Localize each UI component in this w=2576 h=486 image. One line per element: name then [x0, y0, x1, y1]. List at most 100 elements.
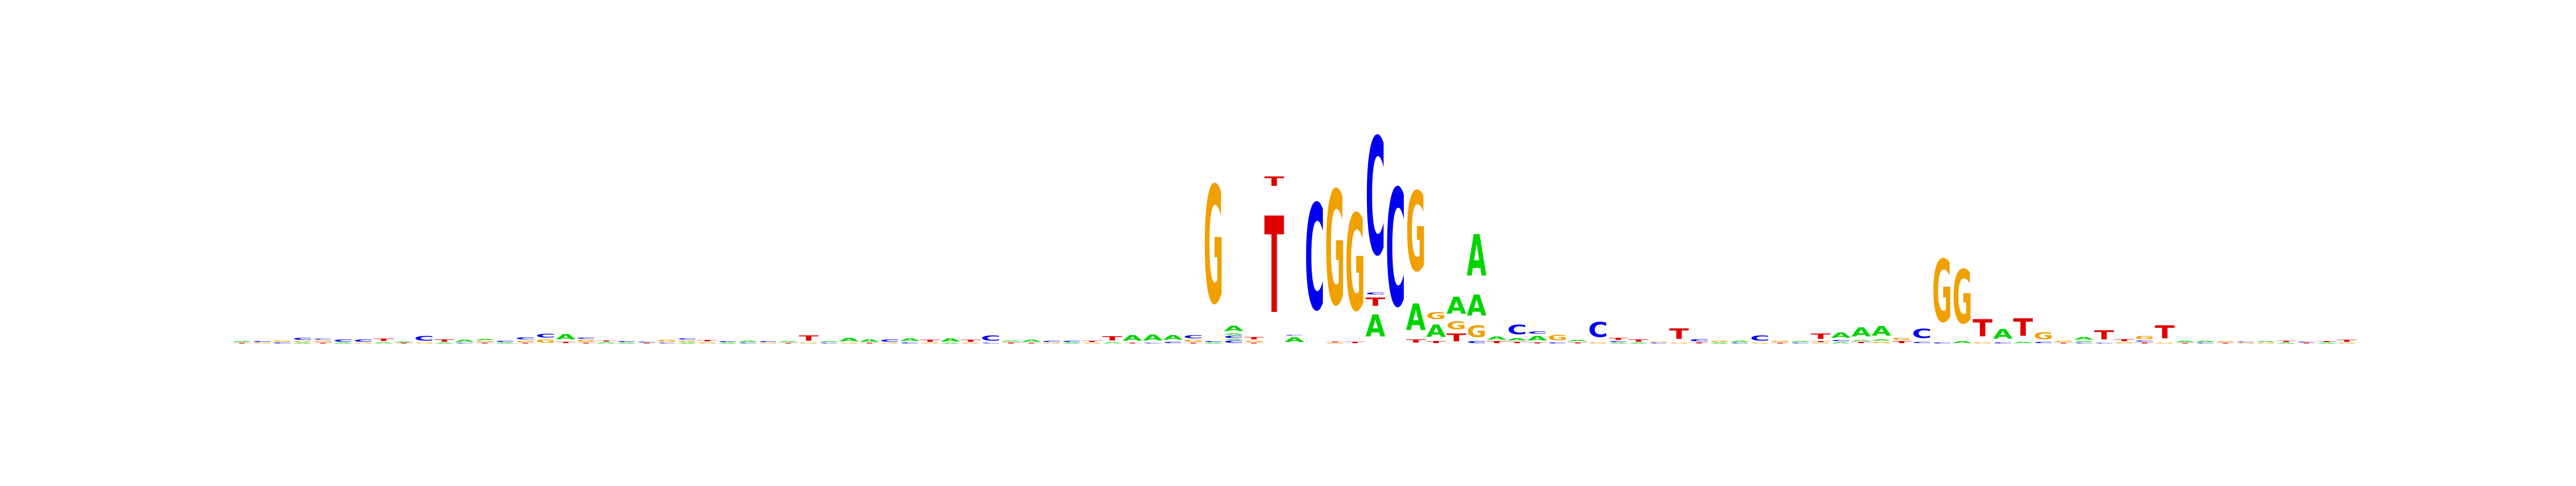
logo-letter-c: C	[1507, 322, 1527, 338]
logo-letter-g: G	[1871, 341, 1891, 344]
logo-letter-a: A	[2074, 337, 2094, 341]
logo-letter-c: C	[515, 337, 535, 340]
logo-letter-g: G	[1244, 340, 1264, 343]
logo-letter-t: T	[1973, 314, 1993, 342]
logo-letter-g: G	[1669, 343, 1689, 344]
logo-letter-a: A	[1851, 325, 1871, 339]
logo-letter-c: C	[495, 340, 515, 342]
logo-letter-t: T	[515, 343, 535, 344]
logo-letter-a: A	[2074, 340, 2094, 342]
logo-letter-c: C	[2196, 343, 2215, 344]
logo-letter-a: A	[1851, 339, 1871, 341]
logo-letter-c: C	[313, 338, 333, 340]
logo-letter-a: A	[1831, 342, 1851, 344]
logo-letter-c: C	[2074, 343, 2094, 344]
logo-letter-a: A	[1204, 343, 1224, 344]
logo-letter-t: T	[2155, 322, 2175, 343]
logo-letter-a: A	[495, 343, 515, 344]
logo-letter-c: C	[1608, 340, 1628, 342]
logo-letter-g: G	[920, 343, 940, 344]
logo-letter-a: A	[374, 342, 393, 344]
logo-letter-a: A	[1790, 340, 1810, 342]
logo-letter-a: A	[1710, 343, 1730, 344]
logo-letter-a: A	[1952, 341, 1973, 344]
logo-letter-g: G	[1183, 339, 1203, 343]
logo-letter-c: C	[1062, 340, 1082, 342]
logo-letter-t: T	[435, 339, 455, 343]
logo-letter-t: T	[1264, 190, 1284, 344]
logo-letter-a: A	[779, 340, 799, 342]
logo-letter-g: G	[880, 343, 899, 344]
logo-letter-g: G	[1710, 340, 1730, 343]
logo-letter-a: A	[2013, 342, 2033, 344]
logo-letter-a: A	[2256, 340, 2276, 342]
logo-letter-g: G	[1892, 338, 1912, 341]
logo-letter-t: T	[1689, 342, 1709, 344]
logo-letter-t: T	[1629, 339, 1649, 343]
logo-letter-c: C	[1386, 156, 1406, 344]
logo-letter-a: A	[1871, 339, 1892, 341]
logo-letter-t: T	[394, 343, 414, 344]
logo-letter-t: T	[596, 340, 616, 342]
logo-letter-c: C	[1750, 334, 1770, 343]
logo-letter-a: A	[617, 343, 636, 344]
logo-letter-t: T	[576, 343, 596, 344]
logo-letter-t: T	[1021, 343, 1041, 344]
logo-letter-c: C	[1649, 343, 1668, 344]
logo-letter-t: T	[2277, 340, 2296, 343]
logo-letter-t: T	[2215, 343, 2235, 344]
logo-letter-g: G	[515, 340, 535, 343]
logo-letter-a: A	[940, 338, 961, 343]
logo-letter-a: A	[1467, 223, 1487, 289]
logo-letter-a: A	[394, 342, 414, 343]
logo-letter-g: G	[2256, 343, 2276, 344]
logo-letter-c: C	[1790, 343, 1810, 344]
logo-letter-c: C	[2236, 342, 2256, 343]
logo-letter-a: A	[1507, 338, 1527, 342]
logo-letter-t: T	[1608, 338, 1629, 341]
logo-letter-c: C	[677, 338, 697, 340]
logo-letter-g: G	[1345, 187, 1365, 341]
logo-letter-a: A	[860, 339, 880, 343]
logo-letter-g: G	[2114, 342, 2134, 344]
logo-letter-g: G	[1750, 343, 1770, 344]
logo-letter-a: A	[1102, 342, 1122, 344]
logo-letter-c: C	[880, 339, 899, 343]
logo-letter-g: G	[2054, 340, 2074, 343]
logo-letter-t: T	[556, 342, 576, 344]
logo-letter-c: C	[273, 342, 292, 344]
logo-letter-t: T	[637, 343, 657, 344]
logo-letter-c: C	[455, 343, 474, 344]
logo-letter-a: A	[1062, 343, 1082, 344]
logo-letter-a: A	[1224, 324, 1243, 333]
logo-letter-g: G	[2236, 343, 2256, 344]
logo-letter-c: C	[1163, 342, 1183, 344]
logo-letter-c: C	[819, 343, 839, 344]
logo-letter-a: A	[1608, 343, 1628, 344]
logo-letter-a: A	[1001, 340, 1021, 342]
logo-letter-g: G	[1406, 169, 1426, 296]
logo-letter-c: C	[1365, 105, 1385, 292]
logo-letter-a: A	[819, 340, 839, 342]
logo-letter-a: A	[475, 338, 495, 340]
logo-stacks: TAGCCGAGCTGCACGCATTAGCATCATGAACTGCGCTATG…	[232, 105, 2357, 344]
logo-letter-a: A	[293, 343, 313, 344]
logo-letter-g: G	[536, 339, 555, 344]
logo-letter-t: T	[1001, 342, 1021, 344]
logo-letter-c: C	[1305, 173, 1324, 343]
logo-letter-c: C	[414, 335, 434, 343]
logo-letter-t: T	[799, 334, 818, 343]
logo-letter-g: G	[475, 340, 495, 342]
logo-letter-g: G	[1082, 343, 1102, 344]
logo-letter-a: A	[1871, 323, 1892, 339]
logo-letter-a: A	[1831, 331, 1851, 340]
logo-letter-g: G	[1467, 323, 1487, 341]
logo-letter-c: C	[1831, 339, 1851, 342]
logo-letter-g: G	[1548, 333, 1568, 342]
logo-letter-g: G	[698, 342, 718, 344]
logo-letter-c: C	[293, 338, 313, 341]
logo-letter-c: C	[1365, 292, 1385, 295]
logo-letter-c: C	[536, 333, 555, 339]
logo-letter-t: T	[2114, 339, 2135, 342]
logo-letter-a: A	[556, 333, 576, 342]
